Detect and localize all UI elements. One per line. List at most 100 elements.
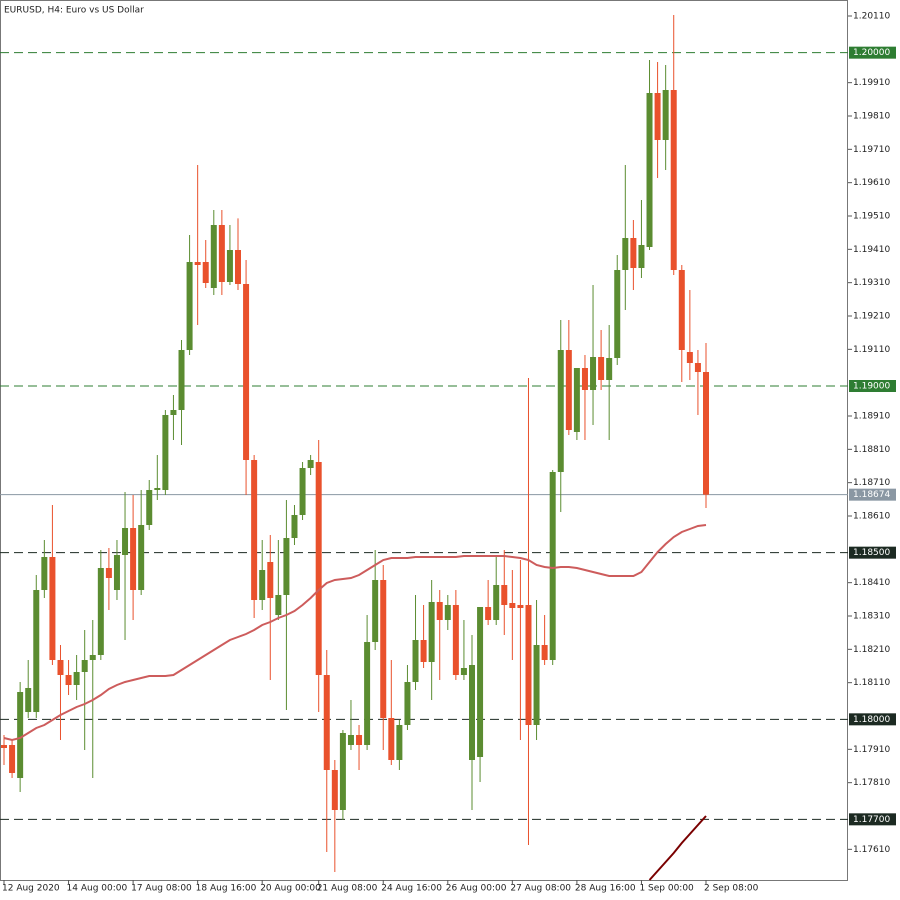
candle-body — [517, 605, 524, 608]
candle-body — [606, 358, 613, 380]
y-tick-label: 1.18810 — [853, 445, 890, 455]
candle-body — [162, 415, 169, 490]
candle-body — [452, 605, 459, 675]
y-tick-label: 1.17610 — [853, 845, 890, 855]
candle-body — [630, 238, 637, 268]
candle-body — [614, 270, 621, 358]
candle-body — [89, 655, 96, 660]
level-tag — [849, 380, 896, 392]
candle-body — [670, 90, 677, 270]
y-tick-label: 1.18110 — [853, 678, 890, 688]
x-tick-label: 20 Aug 00:00 — [260, 884, 321, 894]
candle-body — [686, 352, 693, 363]
candle-body — [356, 735, 363, 745]
candle-body — [388, 718, 395, 760]
level-tag-label: 1.19000 — [853, 382, 890, 392]
candle-body — [251, 460, 258, 600]
y-tick-label: 1.18210 — [853, 645, 890, 655]
candle-body — [694, 363, 701, 372]
x-tick-label: 17 Aug 08:00 — [131, 884, 192, 894]
level-tag-label: 1.17700 — [853, 815, 890, 825]
level-tag-label: 1.20000 — [853, 48, 890, 58]
candle-body — [638, 245, 645, 268]
candle-body — [622, 238, 629, 270]
x-tick-label: 27 Aug 08:00 — [510, 884, 571, 894]
candle-body — [590, 357, 597, 390]
candle-body — [525, 605, 532, 725]
y-tick-label: 1.19210 — [853, 312, 890, 322]
candle-body — [581, 368, 588, 390]
y-tick-label: 1.17910 — [853, 745, 890, 755]
y-tick-label: 1.19110 — [853, 345, 890, 355]
candle-body — [364, 642, 371, 745]
y-tick-label: 1.19510 — [853, 212, 890, 222]
x-tick-label: 14 Aug 00:00 — [67, 884, 128, 894]
x-tick-label: 2 Sep 08:00 — [704, 884, 759, 894]
candle-body — [477, 607, 484, 757]
candle-body — [436, 602, 443, 620]
candle-body — [412, 640, 419, 682]
candle-body — [420, 640, 427, 662]
candle-body — [444, 605, 451, 620]
candle-body — [186, 262, 193, 350]
candle-body — [485, 607, 492, 620]
candle-body — [146, 490, 153, 525]
candle-body — [275, 595, 282, 615]
y-tick-label: 1.19710 — [853, 145, 890, 155]
candle-body — [130, 528, 137, 590]
plot-frame — [0, 0, 848, 881]
candle-body — [73, 672, 80, 685]
y-tick-label: 1.18710 — [853, 478, 890, 488]
candle-body — [49, 557, 56, 660]
candle-body — [113, 555, 120, 590]
candle-body — [703, 372, 709, 495]
candle-body — [404, 682, 411, 725]
candle-body — [25, 688, 32, 712]
y-tick-label: 1.19310 — [853, 278, 890, 288]
candle-body — [218, 225, 225, 282]
candle-body — [646, 93, 653, 247]
candle-body — [565, 350, 572, 430]
y-tick-label: 1.19410 — [853, 245, 890, 255]
x-tick-label: 12 Aug 2020 — [2, 884, 60, 894]
candle-body — [662, 90, 669, 140]
candle-body — [549, 472, 556, 660]
x-tick-label: 18 Aug 16:00 — [196, 884, 257, 894]
indicator-line — [648, 815, 707, 881]
candle-body — [347, 735, 354, 745]
candle-body — [501, 585, 508, 605]
candle-body — [331, 770, 338, 810]
candle-body — [138, 525, 145, 590]
y-tick-label: 1.19810 — [853, 112, 890, 122]
candle-body — [57, 660, 64, 675]
candle-body — [469, 665, 475, 760]
candle-body — [267, 562, 274, 598]
candle-body — [105, 568, 112, 578]
candle-body — [509, 603, 516, 608]
y-tick-label: 1.20110 — [853, 12, 890, 22]
y-tick-label: 1.18410 — [853, 578, 890, 588]
x-tick-label: 28 Aug 16:00 — [575, 884, 636, 894]
x-tick-label: 24 Aug 16:00 — [381, 884, 442, 894]
level-tag — [849, 713, 896, 726]
candle-body — [291, 515, 298, 538]
level-tag — [849, 546, 896, 559]
candle-body — [243, 284, 250, 460]
candle-body — [226, 250, 233, 282]
x-tick-label: 21 Aug 08:00 — [317, 884, 378, 894]
candle-body — [194, 262, 201, 265]
y-tick-label: 1.19910 — [853, 78, 890, 88]
candle-body — [299, 468, 306, 515]
candle-body — [598, 357, 605, 380]
candle-body — [678, 270, 685, 350]
candle-body — [65, 675, 72, 685]
level-tag — [849, 813, 896, 826]
level-tag-label: 1.18000 — [853, 715, 890, 725]
candle-body — [235, 250, 241, 284]
candle-body — [154, 488, 161, 490]
candle-body — [654, 93, 661, 140]
candle-body — [380, 580, 387, 718]
candle-body — [428, 602, 435, 662]
candle-body — [557, 350, 564, 472]
